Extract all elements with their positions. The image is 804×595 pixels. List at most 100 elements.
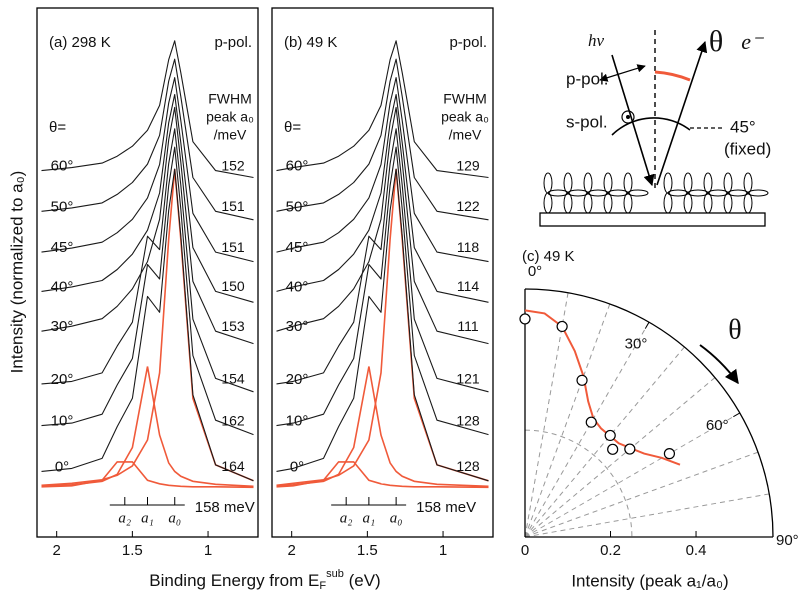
theta-label: θ: [709, 25, 723, 58]
spectrum: [276, 93, 489, 303]
angle-label: 30°: [286, 318, 309, 335]
fwhm-value: 118: [457, 239, 480, 255]
spectrum: [41, 77, 254, 263]
orbital-lobe: [663, 172, 673, 194]
angle-label: 10°: [51, 413, 74, 430]
angle-label: 0°: [55, 458, 69, 475]
data-point: [604, 429, 616, 442]
incidence-arc: [611, 117, 691, 136]
component-label: a₀: [390, 510, 403, 526]
angle-label: 30°: [51, 318, 74, 335]
orbital-lobe: [603, 192, 613, 214]
data-point: [663, 448, 676, 460]
angle-label: 45°: [286, 239, 309, 256]
angle-label: 40°: [286, 278, 309, 295]
fwhm-value: 129: [456, 157, 480, 173]
data-point: [519, 313, 531, 325]
fwhm-header: /meV: [449, 127, 482, 143]
orbital-lobe: [743, 172, 753, 194]
orbital-lobe: [703, 172, 713, 194]
x-axis-label-text: Binding Energy from E: [149, 571, 319, 590]
panel-title: (b) 49 K: [284, 34, 337, 51]
orbital-lobe: [683, 192, 693, 214]
fwhm-value: 151: [221, 198, 245, 214]
orbital-lobe: [663, 192, 673, 214]
orbital-lobe: [723, 172, 733, 194]
fwhm-value: 164: [221, 458, 245, 474]
orbital-lobe: [627, 189, 649, 197]
outer-arc: [524, 288, 774, 538]
spectrum: [276, 77, 489, 263]
component-label: a₁: [363, 510, 376, 526]
p-pol-label: p-pol.: [566, 69, 609, 88]
fwhm-value: 128: [456, 458, 480, 474]
spectrum: [276, 40, 489, 179]
data-point: [624, 443, 636, 455]
component-curve: [276, 366, 489, 488]
spectrum: [41, 106, 254, 345]
orbital-lobe: [747, 189, 769, 197]
x-axis-label-unit: (eV): [344, 571, 381, 590]
orbital-lobe: [583, 192, 593, 214]
orbital-lobe: [703, 192, 713, 214]
panel-title: (a) 298 K: [49, 34, 111, 51]
fwhm-value: 153: [221, 318, 245, 334]
fwhm-value: 111: [457, 318, 478, 334]
x-tick-label: 2: [288, 542, 296, 559]
orbital-lobe: [603, 172, 613, 194]
x-tick-label: 1.5: [357, 542, 378, 559]
orbital-lobe: [743, 192, 753, 214]
polarization-label: p-pol.: [449, 34, 487, 51]
panel-title: (c) 49 K: [522, 248, 575, 265]
theta-label: θ=: [49, 119, 66, 136]
fwhm-value: 128: [456, 412, 480, 428]
theta-label: θ=: [284, 119, 301, 136]
orbital-row: [543, 172, 769, 214]
component-curve: [276, 169, 489, 487]
direction-arrow: [699, 344, 739, 385]
spectrum: [276, 168, 489, 482]
angle-label: 20°: [286, 371, 309, 388]
spectrum: [276, 146, 489, 436]
x-axis-label-sub: F: [319, 580, 326, 592]
fwhm-value: 162: [221, 412, 245, 428]
theta-tick: [644, 321, 650, 329]
electron-label: e⁻: [741, 29, 765, 54]
theta-tick-label: 30°: [625, 336, 648, 353]
spectrum: [41, 58, 254, 221]
component-curve: [41, 366, 254, 488]
angle-label: 50°: [51, 198, 74, 215]
data-point: [576, 374, 588, 386]
component-label: a₂: [340, 510, 353, 526]
fwhm-value: 121: [456, 371, 480, 387]
angle-label: 10°: [286, 413, 309, 430]
angle-label: 50°: [286, 198, 309, 215]
fwhm-header: FWHM: [443, 91, 487, 107]
component-label: a₀: [168, 510, 181, 526]
angle-label: 60°: [286, 158, 309, 175]
fwhm-header: FWHM: [208, 91, 252, 107]
fixed-label: (fixed): [724, 139, 771, 158]
theta-arc: [654, 70, 691, 82]
fwhm-value: 150: [221, 278, 245, 294]
fwhm-value: 154: [221, 371, 245, 387]
x-tick-label: 1: [439, 542, 447, 559]
fwhm-header: /meV: [214, 127, 247, 143]
x-tick-label: 1: [204, 542, 212, 559]
fwhm-value: 122: [456, 198, 480, 214]
direction-label: θ: [728, 314, 741, 345]
orbital-lobe: [623, 192, 633, 214]
component-label: a₁: [141, 510, 154, 526]
data-point: [585, 416, 597, 428]
r-tick-label: 0.2: [600, 542, 621, 559]
fwhm-value: 151: [221, 239, 245, 255]
fwhm-header: peak a₀: [206, 109, 254, 125]
x-axis-label: Intensity (peak a₁/a₀): [571, 571, 728, 590]
data-point: [556, 320, 568, 333]
photon-label: hν: [588, 31, 605, 50]
r-tick-label: 0: [521, 542, 529, 559]
x-axis-label-sup: sub: [326, 568, 344, 580]
orbital-lobe: [723, 192, 733, 214]
